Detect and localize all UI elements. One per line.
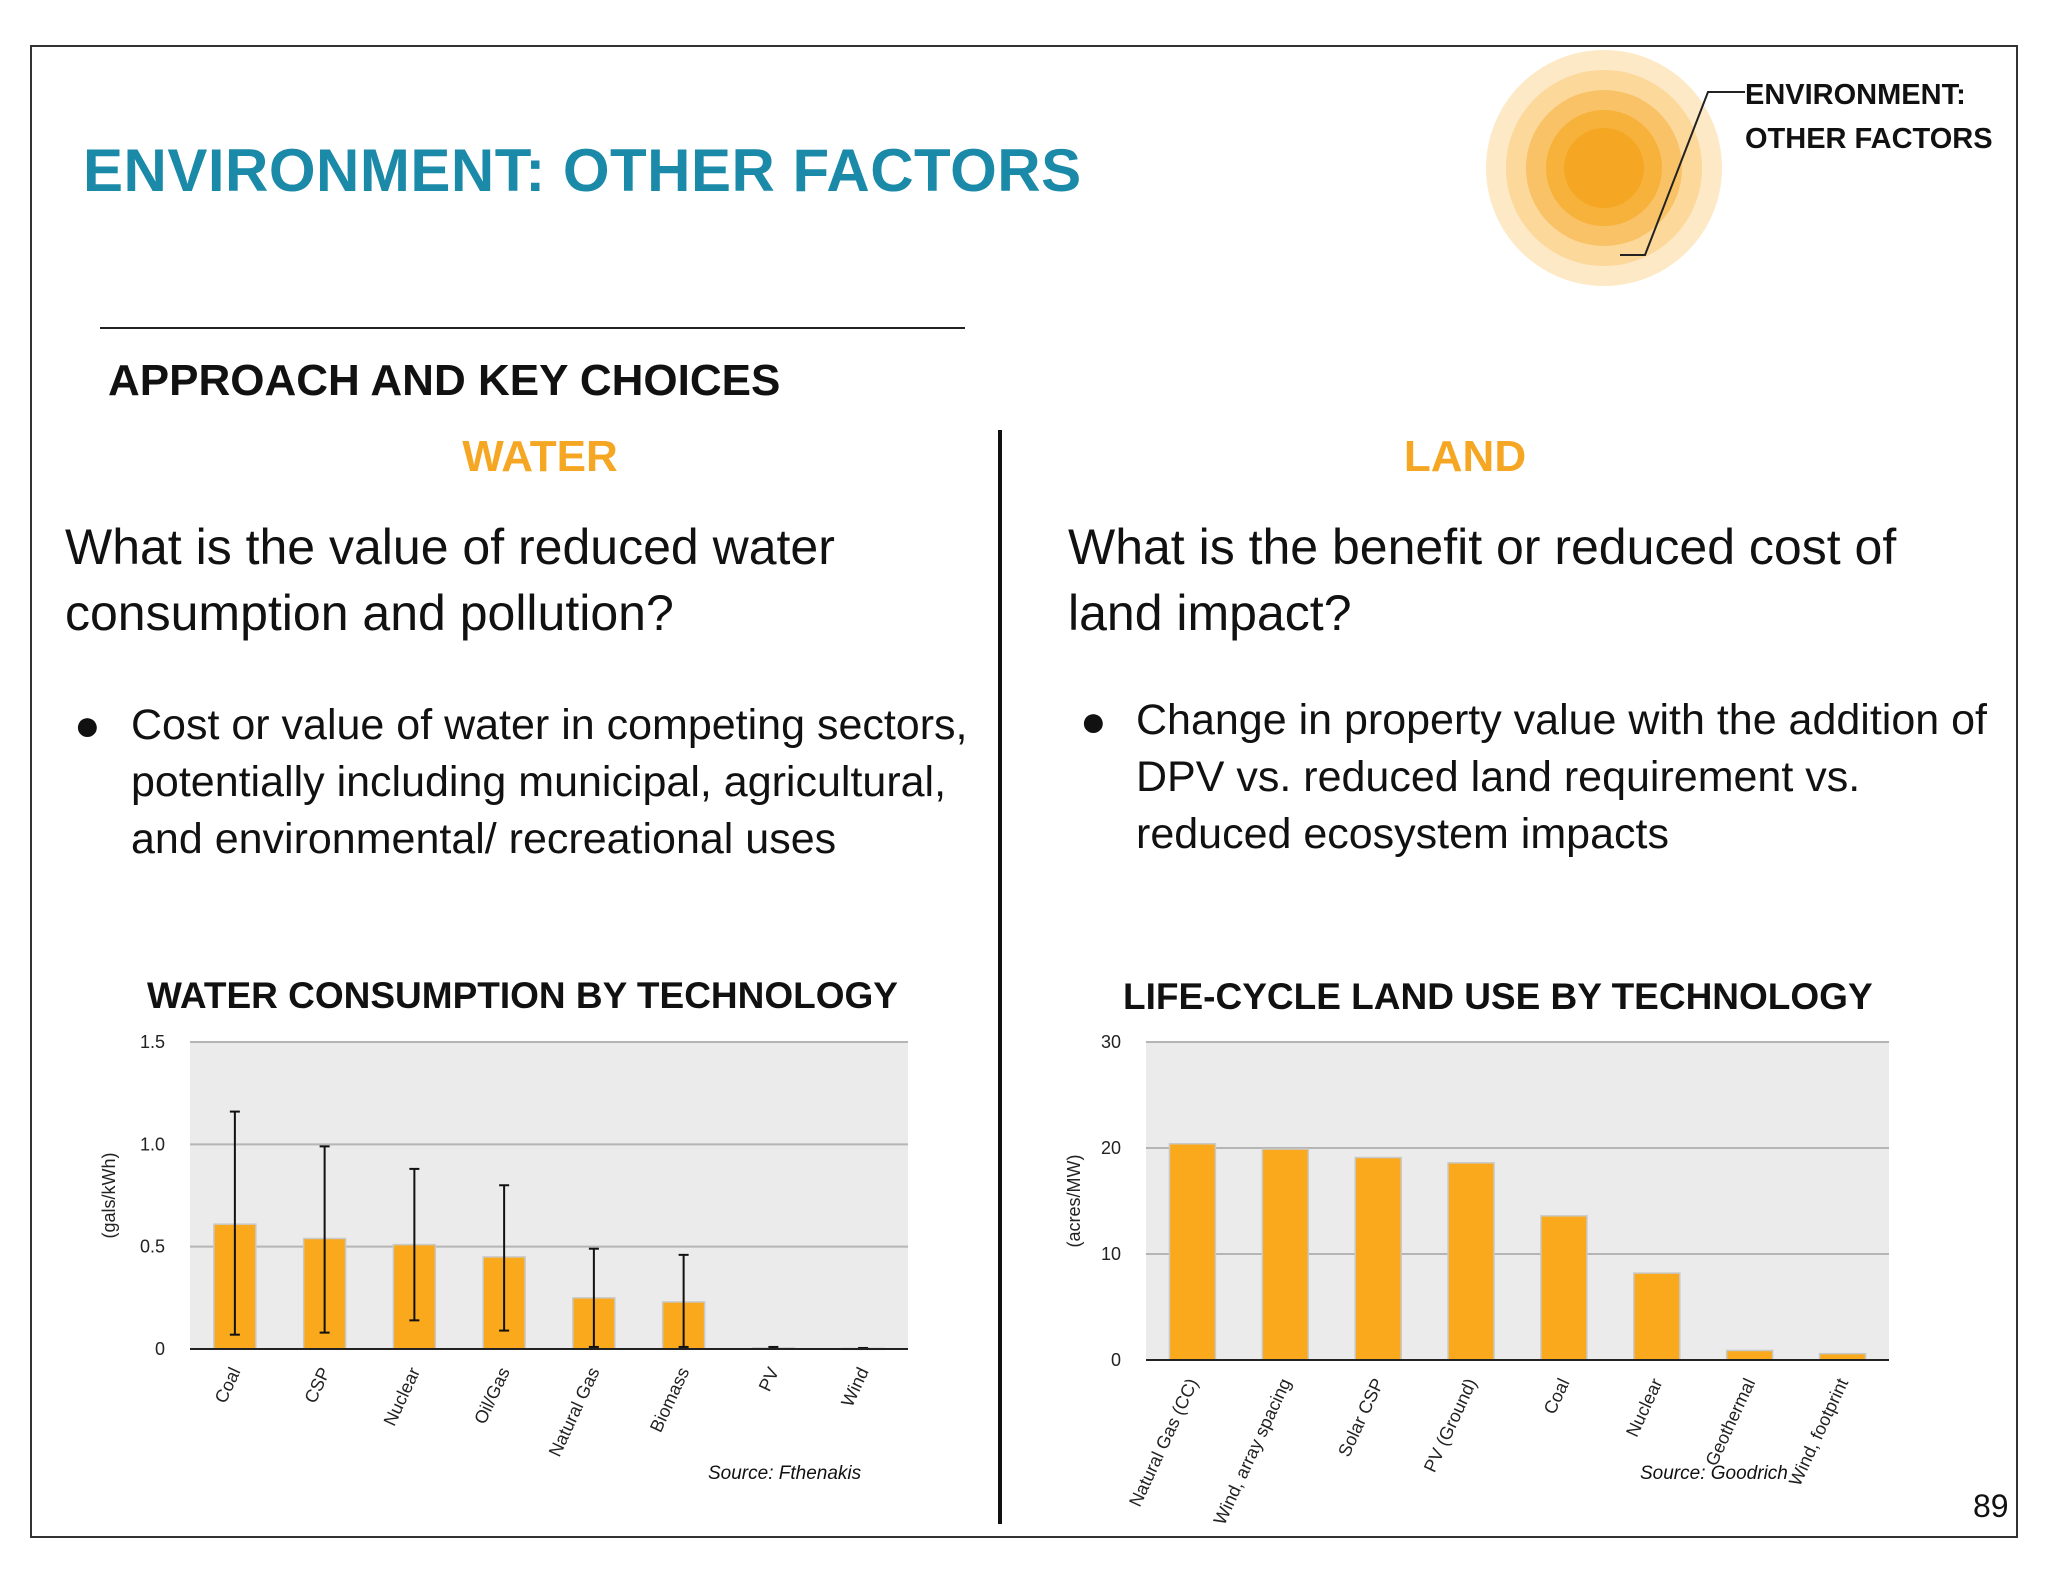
x-tick-label: Biomass <box>646 1364 693 1435</box>
x-tick-label: Wind, array spacing <box>1210 1375 1295 1528</box>
x-tick-label: Natural Gas <box>545 1364 604 1460</box>
callout-line <box>1620 91 1745 256</box>
bar <box>1725 1349 1774 1361</box>
water-y-tick-labels: 0 0.5 1.0 1.5 <box>140 1032 165 1359</box>
land-question: What is the benefit or reduced cost of l… <box>1068 519 1897 641</box>
water-bars <box>213 1223 885 1351</box>
land-source: Source: Goodrich <box>1640 1463 1788 1484</box>
water-chart-title: WATER CONSUMPTION BY TECHNOLOGY <box>147 975 898 1016</box>
x-tick-label: Natural Gas (CC) <box>1125 1375 1202 1509</box>
page-title: ENVIRONMENT: OTHER FACTORS <box>83 137 1082 204</box>
water-heading: WATER <box>462 432 618 481</box>
x-tick-label: Geothermal <box>1701 1375 1759 1469</box>
y-tick-label: 30 <box>1101 1032 1121 1052</box>
y-tick-label: 1.0 <box>140 1134 165 1154</box>
x-tick-label: Nuclear <box>1622 1375 1666 1440</box>
x-tick-label: Wind <box>837 1364 872 1410</box>
y-tick-label: 20 <box>1101 1138 1121 1158</box>
water-bullet-text: Cost or value of water in competing sect… <box>131 701 968 863</box>
land-bullet-dot: ● <box>1080 697 1107 746</box>
slide-frame <box>30 45 2018 1538</box>
y-tick-label: 0.5 <box>140 1237 165 1257</box>
x-tick-label: Coal <box>1540 1375 1574 1417</box>
heading-rule <box>100 327 965 329</box>
water-plot-background <box>190 1042 908 1349</box>
water-x-tick-labels: Coal CSP Nuclear Oil/Gas Natural Gas Biomass P… <box>211 1364 873 1460</box>
land-use-chart: 0 10 20 30 Natural Gas (CC) Wind, array spac… <box>1064 1032 1889 1528</box>
land-y-axis-label: (acres/MW) <box>1064 1155 1084 1248</box>
y-tick-label: 0 <box>155 1339 165 1359</box>
x-tick-label: Coal <box>211 1364 245 1406</box>
error-bar <box>499 1184 510 1332</box>
water-error-bars <box>229 1110 869 1350</box>
bar <box>1354 1156 1402 1361</box>
y-tick-label: 0 <box>1111 1350 1121 1370</box>
corner-label-line1: ENVIRONMENT: <box>1745 79 1966 111</box>
error-bar <box>678 1253 689 1348</box>
x-tick-label: Solar CSP <box>1334 1375 1388 1460</box>
bar <box>1168 1143 1217 1361</box>
bar <box>1633 1272 1681 1361</box>
water-consumption-chart: 0 0.5 1.0 1.5 Coal CSP Nuclear Oil/Gas Natural … <box>99 1032 908 1460</box>
bar <box>1540 1215 1588 1361</box>
land-bars <box>1168 1143 1867 1361</box>
land-chart-title: LIFE-CYCLE LAND USE BY TECHNOLOGY <box>1123 976 1873 1017</box>
bar <box>1447 1162 1495 1361</box>
x-tick-label: Nuclear <box>380 1364 424 1429</box>
y-tick-label: 1.5 <box>140 1032 165 1052</box>
error-bar <box>319 1145 330 1334</box>
corner-label: ENVIRONMENT: OTHER FACTORS <box>1745 73 1993 161</box>
error-bar <box>409 1167 420 1322</box>
land-y-tick-labels: 0 10 20 30 <box>1101 1032 1121 1370</box>
water-question: What is the value of reduced water consu… <box>65 519 835 641</box>
y-tick-label: 10 <box>1101 1244 1121 1264</box>
x-tick-label: Wind, footprint <box>1785 1375 1852 1489</box>
column-divider <box>998 430 1002 1524</box>
sun-icon <box>1486 50 1722 286</box>
page-number: 89 <box>1973 1488 2009 1524</box>
water-bullet-dot: ● <box>74 701 101 750</box>
bar <box>1261 1148 1310 1361</box>
land-x-tick-labels: Natural Gas (CC) Wind, array spacing Solar… <box>1125 1375 1852 1528</box>
land-heading: LAND <box>1403 432 1527 481</box>
section-heading: APPROACH AND KEY CHOICES <box>108 356 781 405</box>
x-tick-label: PV (Ground) <box>1420 1375 1481 1475</box>
corner-label-line2: OTHER FACTORS <box>1745 123 1993 155</box>
error-bar <box>588 1247 599 1348</box>
error-bar <box>229 1110 240 1336</box>
water-y-axis-label: (gals/kWh) <box>99 1152 119 1238</box>
water-source: Source: Fthenakis <box>708 1463 862 1484</box>
land-bullet-text: Change in property value with the additi… <box>1136 696 1987 858</box>
x-tick-label: PV <box>755 1364 783 1394</box>
land-plot-background <box>1146 1042 1889 1360</box>
x-tick-label: Oil/Gas <box>470 1364 513 1427</box>
x-tick-label: CSP <box>300 1364 334 1406</box>
